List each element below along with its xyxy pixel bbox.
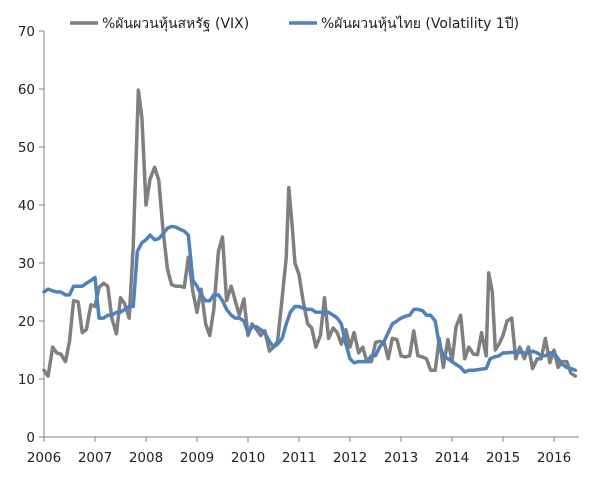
y-tick-label: 70 <box>18 24 35 40</box>
x-tick-label: 2007 <box>78 450 112 466</box>
x-tick-label: 2009 <box>180 450 214 466</box>
x-tick-label: 2011 <box>282 450 316 466</box>
x-tick-label: 2008 <box>129 450 163 466</box>
x-tick-label: 2012 <box>333 450 367 466</box>
series-line-vix <box>42 88 578 378</box>
y-tick-label: 30 <box>18 256 35 272</box>
series-layer <box>42 88 578 378</box>
y-tick-label: 60 <box>18 82 35 98</box>
y-axis: 0 10 20 30 40 50 60 70 <box>18 24 45 446</box>
x-tick-label: 2010 <box>231 450 265 466</box>
legend-label-vix: %ผันผวนหุ้นสหรัฐ (VIX) <box>102 16 249 32</box>
legend: %ผันผวนหุ้นสหรัฐ (VIX) %ผันผวนหุ้นไทย (V… <box>70 15 519 32</box>
x-tick-label: 2016 <box>537 450 571 466</box>
x-tick-label: 2014 <box>435 450 469 466</box>
y-tick-label: 40 <box>18 198 35 214</box>
series-line-thai <box>42 224 578 374</box>
x-tick-label: 2015 <box>486 450 520 466</box>
legend-label-thai: %ผันผวนหุ้นไทย (Volatility 1ปี) <box>321 15 519 32</box>
x-axis: 2006 2007 2008 2009 2010 2011 2012 2013 2014 2015… <box>27 436 579 466</box>
y-tick-label: 0 <box>26 430 35 446</box>
y-tick-label: 10 <box>18 372 35 388</box>
x-tick-label: 2013 <box>384 450 418 466</box>
y-tick-label: 50 <box>18 140 35 156</box>
x-tick-label: 2006 <box>27 450 61 466</box>
y-tick-label: 20 <box>18 314 35 330</box>
